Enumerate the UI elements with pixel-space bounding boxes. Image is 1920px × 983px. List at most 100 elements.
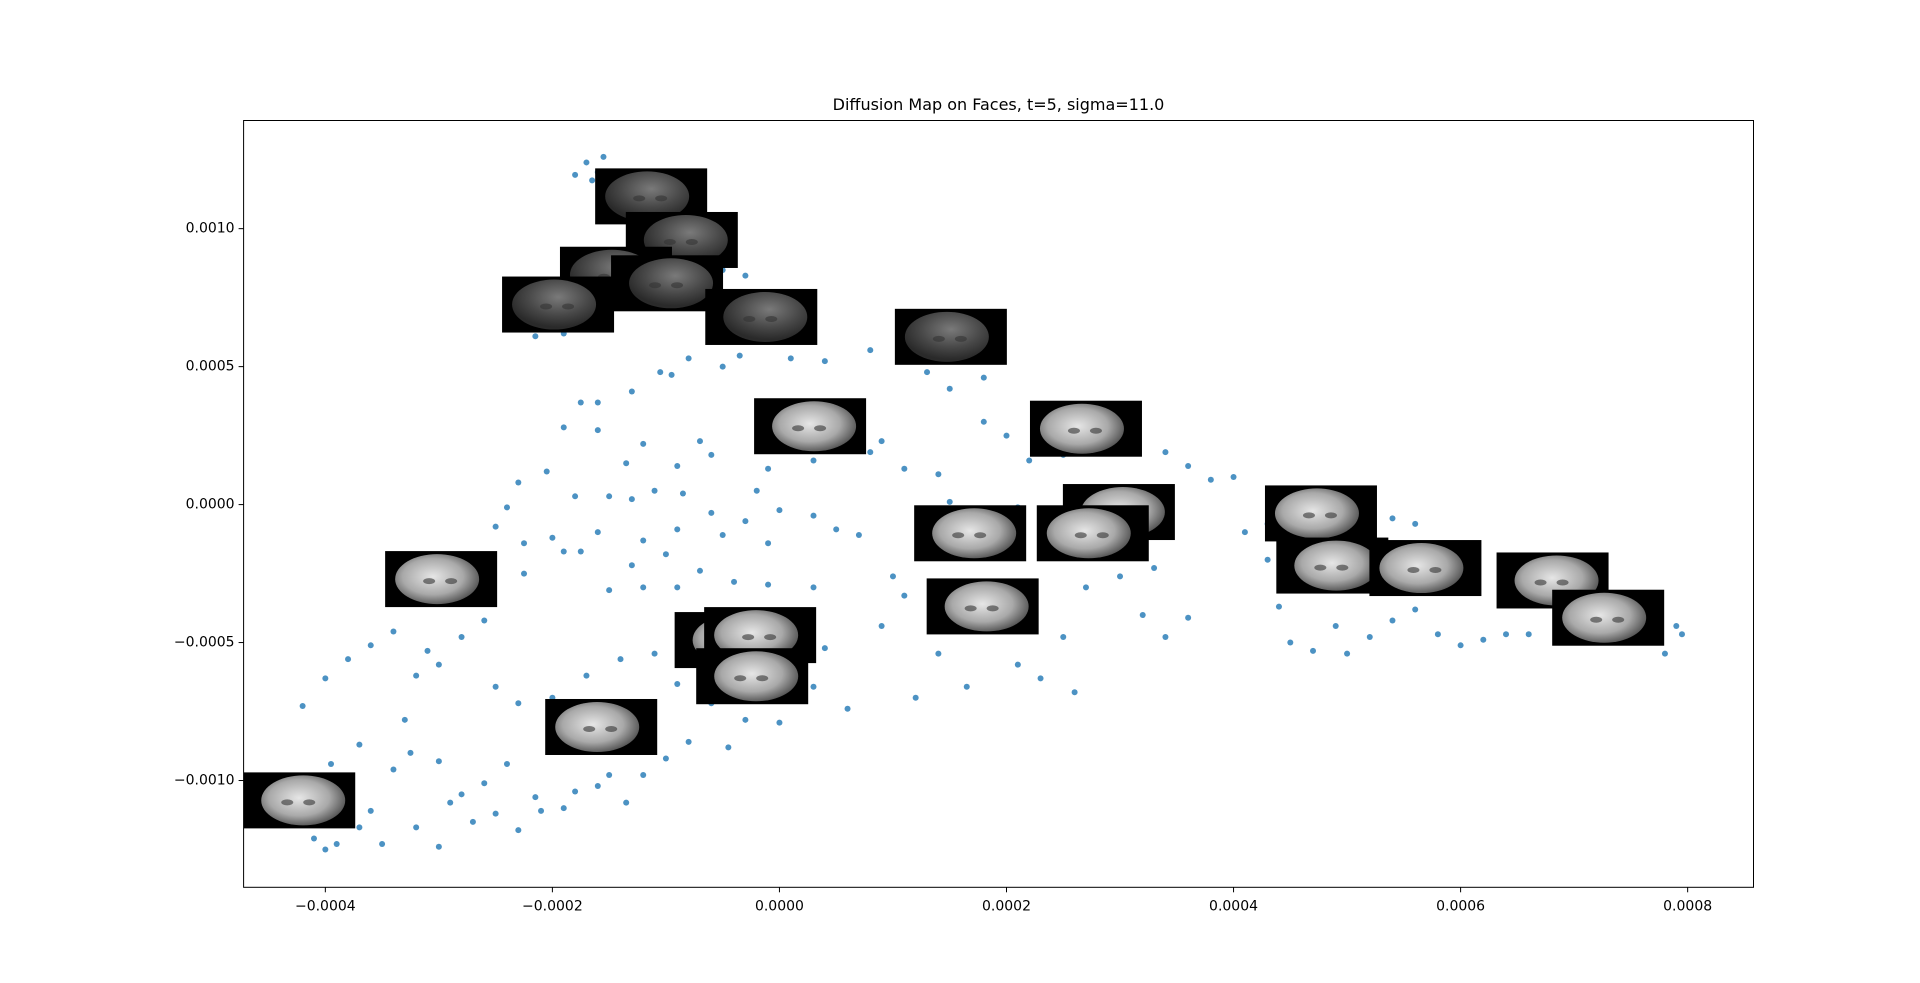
scatter-point (867, 449, 874, 456)
face-shadow (685, 238, 698, 245)
scatter-point (867, 347, 874, 354)
scatter-point (623, 460, 630, 467)
scatter-point (594, 529, 601, 536)
scatter-point (367, 642, 374, 649)
scatter-point (708, 509, 715, 516)
scatter-point (560, 424, 567, 431)
scatter-point (1207, 476, 1214, 483)
scatter-point (963, 683, 970, 690)
scatter-point (1026, 457, 1033, 464)
face (1039, 403, 1124, 454)
scatter-point (787, 355, 794, 362)
scatter-point (776, 507, 783, 514)
scatter-point (1661, 650, 1668, 657)
face-shadow (281, 799, 294, 806)
scatter-point (583, 672, 590, 679)
scatter-point (1117, 573, 1124, 580)
x-tick-label: −0.0002 (522, 898, 583, 914)
face-shadow (742, 634, 755, 641)
face (714, 651, 799, 702)
face-shadow (649, 282, 662, 289)
scatter-point (1457, 642, 1464, 649)
scatter-point (765, 581, 772, 588)
face-shadow (1314, 564, 1327, 571)
face-thumbnail (243, 772, 356, 829)
scatter-point (600, 153, 607, 160)
scatter-point (810, 584, 817, 591)
face (944, 581, 1029, 632)
scatter-point (435, 661, 442, 668)
scatter-point (560, 805, 567, 812)
scatter-point (515, 479, 522, 486)
scatter-point (1014, 661, 1021, 668)
scatter-point (594, 399, 601, 406)
scatter-point (924, 369, 931, 376)
scatter-point (503, 504, 510, 511)
scatter-point (589, 177, 596, 184)
scatter-point (299, 703, 306, 710)
face-shadow (1407, 567, 1420, 574)
scatter-point (833, 526, 840, 533)
face-shadow (562, 303, 575, 310)
face (1379, 543, 1464, 594)
scatter-point (810, 457, 817, 464)
scatter-point (328, 760, 335, 767)
x-tick-label: 0.0000 (755, 898, 804, 914)
scatter-point (572, 493, 579, 500)
scatter-point (1151, 565, 1158, 572)
scatter-point (1185, 614, 1192, 621)
scatter-point (878, 622, 885, 629)
face (1562, 592, 1647, 643)
face-shadow (1074, 532, 1087, 539)
face-shadow (633, 195, 646, 202)
scatter-point (1139, 611, 1146, 618)
face-shadow (792, 425, 805, 432)
face (1046, 508, 1131, 559)
face-shadow (734, 675, 747, 682)
scatter-point (719, 531, 726, 538)
scatter-point (753, 487, 760, 494)
scatter-point (765, 465, 772, 472)
scatter-point (413, 672, 420, 679)
face (1274, 488, 1359, 539)
scatter-point (1071, 689, 1078, 696)
scatter-point (481, 780, 488, 787)
scatter-point (390, 766, 397, 773)
scatter-point (492, 523, 499, 530)
scatter-point (492, 810, 499, 817)
scatter-point (606, 493, 613, 500)
scatter-point (458, 634, 465, 641)
scatter-point (606, 771, 613, 778)
scatter-point (543, 468, 550, 475)
scatter-point (708, 451, 715, 458)
scatter-point (572, 171, 579, 178)
face (723, 291, 808, 342)
scatter-point (725, 744, 732, 751)
x-tick-label: −0.0004 (295, 898, 356, 914)
face-shadow (1556, 579, 1569, 586)
scatter-point (935, 650, 942, 657)
scatter-point (532, 333, 539, 340)
face-shadow (1429, 567, 1442, 574)
face (714, 610, 799, 661)
scatter-point (640, 584, 647, 591)
face-shadow (1324, 512, 1337, 519)
face-shadow (1336, 564, 1349, 571)
scatter-point (1344, 650, 1351, 657)
scatter-point (1412, 520, 1419, 527)
scatter-point (736, 352, 743, 359)
face-thumbnail (926, 578, 1039, 635)
face-shadow (663, 238, 676, 245)
face-shadow (764, 634, 777, 641)
scatter-point (1366, 634, 1373, 641)
scatter-point (810, 683, 817, 690)
scatter-point (1310, 647, 1317, 654)
scatter-point (413, 824, 420, 831)
scatter-point (946, 385, 953, 392)
face-shadow (1089, 427, 1102, 434)
scatter-point (628, 496, 635, 503)
face-shadow (986, 605, 999, 612)
face-shadow (671, 282, 684, 289)
scatter-point (980, 374, 987, 381)
